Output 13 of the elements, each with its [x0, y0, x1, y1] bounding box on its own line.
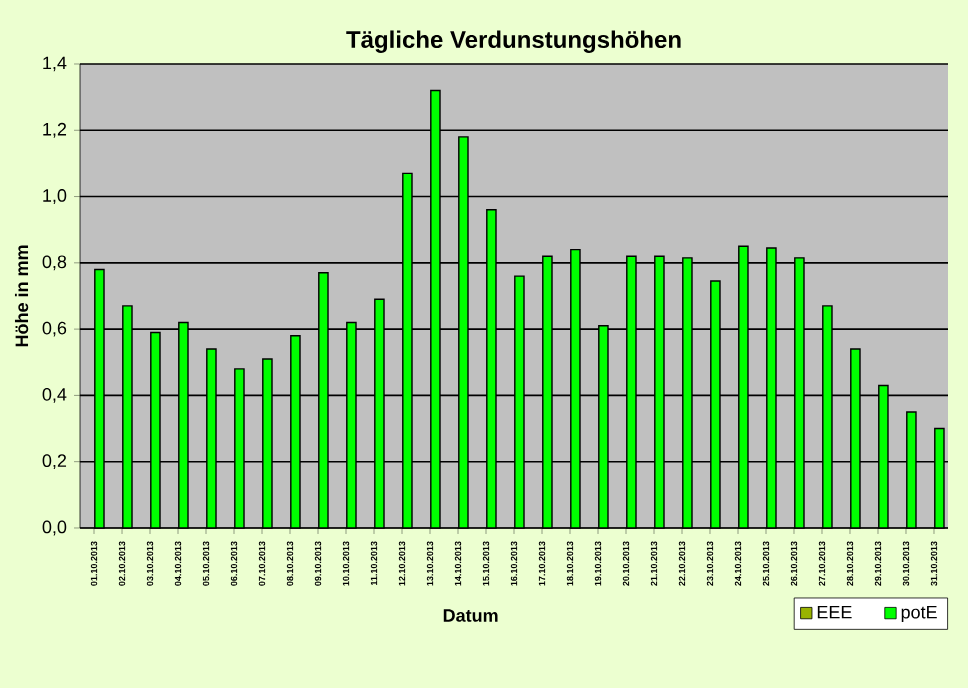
legend-label: potE: [901, 605, 937, 623]
y-tick-label: 1,4: [43, 56, 67, 72]
legend-label: EEE: [817, 605, 852, 619]
y-axis-title: Höhe in mm: [14, 245, 29, 347]
y-tick-label: 0,2: [42, 454, 67, 470]
y-tick-label: 1,0: [43, 189, 67, 204]
y-tick-label: 0,6: [42, 321, 67, 337]
chart-title: Tägliche Verdunstungshöhen: [346, 30, 681, 53]
x-axis-title: Datum: [443, 609, 498, 622]
y-tick-label: 1,2: [43, 122, 67, 138]
y-tick-label: 0,8: [42, 255, 67, 271]
y-tick-label: 0,4: [42, 387, 67, 403]
y-tick-label: 0,0: [42, 520, 67, 536]
